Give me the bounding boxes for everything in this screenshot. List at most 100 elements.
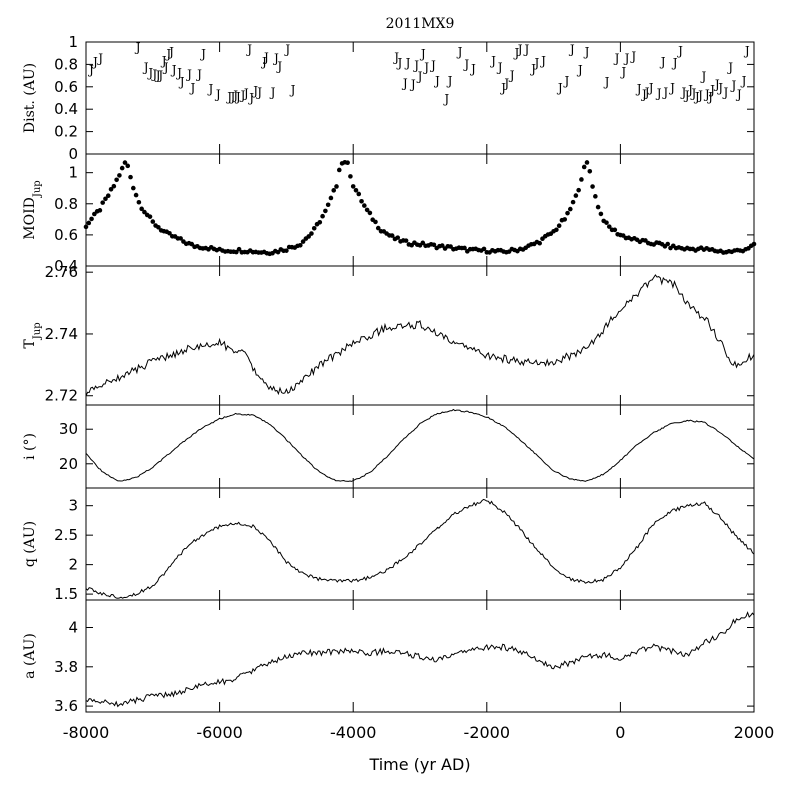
encounter-marker: J bbox=[603, 75, 610, 89]
y-tick-label: 0.6 bbox=[54, 78, 78, 96]
moid-point bbox=[167, 230, 172, 236]
moid-point bbox=[373, 219, 378, 225]
moid-point bbox=[579, 177, 584, 182]
moid-point bbox=[565, 210, 570, 216]
encounter-marker: J bbox=[740, 74, 747, 88]
encounter-marker: J bbox=[462, 57, 469, 71]
encounter-marker: J bbox=[730, 79, 737, 93]
moid-point bbox=[556, 223, 562, 229]
panel-3: 2.72 2.74 2.76 TJup bbox=[22, 263, 755, 406]
moid-point bbox=[389, 233, 395, 238]
encounter-marker: J bbox=[419, 47, 426, 61]
moid-point bbox=[142, 209, 147, 215]
encounter-marker: J bbox=[683, 89, 690, 103]
y-tick-label: 2.74 bbox=[45, 325, 78, 343]
encounter-marker: J bbox=[392, 51, 399, 65]
encounter-marker: J bbox=[706, 90, 713, 104]
y-tick-label: 0.4 bbox=[54, 257, 78, 275]
moid-point bbox=[606, 224, 612, 229]
moid-point bbox=[331, 188, 337, 193]
moid-point bbox=[554, 227, 559, 233]
y-tick-label: 3.8 bbox=[54, 658, 78, 676]
moid-point bbox=[362, 203, 367, 208]
y-axis-title: MOIDJup bbox=[22, 180, 43, 239]
panel-2: 0.4 0.6 0.8 1 MOIDJup bbox=[22, 153, 757, 275]
moid-point bbox=[298, 242, 303, 248]
encounter-marker: J bbox=[154, 68, 161, 82]
moid-point bbox=[100, 200, 105, 205]
y-tick-label: 1 bbox=[68, 33, 78, 51]
encounter-marker: J bbox=[716, 81, 723, 95]
encounter-marker: J bbox=[647, 81, 654, 95]
moid-point bbox=[128, 174, 133, 180]
moid-point bbox=[395, 235, 401, 240]
moid-point bbox=[117, 173, 122, 178]
encounter-marker: J bbox=[679, 85, 686, 99]
x-tick-label: -6000 bbox=[196, 723, 243, 742]
encounter-marker: J bbox=[262, 51, 269, 65]
moid-point bbox=[139, 206, 144, 212]
moid-point bbox=[133, 192, 139, 198]
y-axis-title: Dist. (AU) bbox=[22, 63, 38, 133]
encounter-marker: J bbox=[160, 54, 167, 68]
encounter-marker: J bbox=[175, 66, 182, 80]
encounter-marker: J bbox=[272, 52, 279, 66]
encounter-marker: J bbox=[659, 55, 666, 69]
encounter-marker: J bbox=[496, 61, 503, 75]
encounter-marker: J bbox=[512, 46, 519, 60]
chart-title: 2011MX9 bbox=[386, 16, 455, 32]
encounter-marker: J bbox=[242, 86, 249, 100]
encounter-marker: J bbox=[516, 43, 523, 57]
encounter-marker: J bbox=[623, 52, 630, 66]
y-axis-title: TJup bbox=[22, 322, 43, 348]
y-tick-label: 20 bbox=[59, 455, 78, 473]
y-tick-label: 0 bbox=[68, 145, 78, 163]
encounter-marker: J bbox=[708, 83, 715, 97]
moid-point bbox=[604, 220, 609, 225]
moid-point bbox=[178, 236, 183, 241]
moid-point bbox=[581, 164, 587, 170]
x-tick-label: 2000 bbox=[734, 723, 775, 742]
x-tick-label: -2000 bbox=[464, 723, 511, 742]
encounter-marker: J bbox=[404, 56, 411, 70]
encounter-marker: J bbox=[661, 85, 668, 99]
encounter-marker: J bbox=[401, 76, 408, 90]
y-tick-label: 0.2 bbox=[54, 123, 78, 141]
encounter-marker: J bbox=[91, 55, 98, 69]
y-tick-label: 1.5 bbox=[54, 585, 78, 603]
moid-point bbox=[97, 208, 103, 213]
y-tick-label: 2.76 bbox=[45, 263, 78, 281]
encounter-marker: J bbox=[502, 76, 509, 90]
encounter-marker: J bbox=[643, 85, 650, 99]
encounter-marker: J bbox=[703, 88, 710, 102]
encounter-marker: J bbox=[529, 62, 536, 76]
moid-point bbox=[108, 186, 114, 192]
encounter-marker: J bbox=[199, 47, 206, 61]
x-tick-label: -4000 bbox=[330, 723, 377, 742]
y-axis-title: a (AU) bbox=[22, 633, 38, 679]
encounter-marker: J bbox=[229, 90, 236, 104]
moid-point bbox=[150, 219, 156, 224]
y-tick-label: 2.72 bbox=[45, 387, 78, 405]
encounter-marker: J bbox=[396, 56, 403, 70]
encounter-marker: J bbox=[635, 82, 642, 96]
moid-point bbox=[309, 231, 314, 236]
x-axis-label: Time (yr AD) bbox=[368, 755, 470, 774]
moid-point bbox=[311, 225, 317, 231]
moid-point bbox=[367, 210, 373, 216]
encounter-marker: J bbox=[456, 45, 463, 59]
encounter-marker: J bbox=[489, 54, 496, 68]
encounter-marker: J bbox=[655, 86, 662, 100]
encounter-marker: J bbox=[178, 75, 185, 89]
encounter-marker: J bbox=[442, 92, 449, 106]
encounter-marker: J bbox=[499, 81, 506, 95]
moid-point bbox=[439, 243, 445, 248]
encounter-marker: J bbox=[619, 65, 626, 79]
encounter-marker: J bbox=[699, 70, 706, 84]
panel-6: 3.6 3.8 4 a (AU) bbox=[22, 599, 755, 715]
encounter-marker: J bbox=[629, 49, 636, 63]
y-axis-title: q (AU) bbox=[22, 521, 38, 567]
encounter-marker: J bbox=[188, 81, 195, 95]
moid-point bbox=[593, 194, 598, 199]
